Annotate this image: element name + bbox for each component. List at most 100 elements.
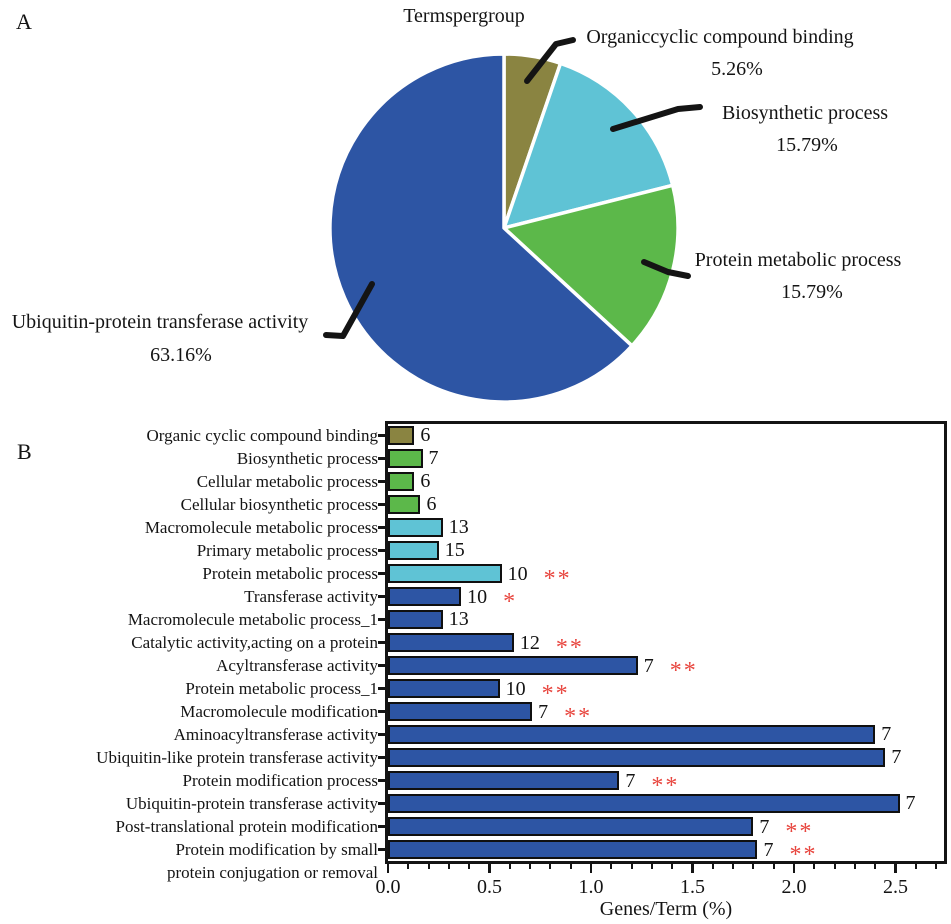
bar bbox=[388, 679, 500, 698]
bar bbox=[388, 702, 533, 721]
bar bbox=[388, 564, 502, 583]
bar bbox=[388, 518, 443, 537]
bar-value: 7 bbox=[625, 770, 636, 792]
significance-marker: ** bbox=[785, 819, 814, 845]
significance-marker: ** bbox=[543, 566, 572, 592]
x-axis-minor-tick bbox=[732, 864, 735, 869]
y-axis-tick bbox=[378, 779, 385, 782]
bar-category-label: Organic cyclic compound binding bbox=[146, 426, 379, 445]
y-axis-tick bbox=[378, 687, 385, 690]
bar-category-label: Acyltransferase activity bbox=[216, 656, 378, 675]
significance-marker: * bbox=[503, 589, 518, 615]
x-axis-minor-tick bbox=[650, 864, 653, 869]
bar-category-label: Protein metabolic process bbox=[202, 564, 378, 583]
bar-value-group: 13 bbox=[449, 608, 469, 630]
bar-category-label: Macromolecule modification bbox=[180, 702, 378, 721]
bar bbox=[388, 817, 754, 836]
significance-marker: ** bbox=[541, 681, 570, 707]
bar-value-group: 7 bbox=[429, 447, 439, 469]
x-axis-major-tick bbox=[691, 864, 694, 873]
bar-category-label: Post-translational protein modification bbox=[115, 817, 378, 836]
bar-value: 10 bbox=[507, 563, 528, 585]
y-axis-tick bbox=[378, 480, 385, 483]
bar bbox=[388, 495, 421, 514]
x-axis-minor-tick bbox=[752, 864, 755, 869]
bar-value: 10 bbox=[505, 678, 526, 700]
pie-leader-line-2 bbox=[641, 259, 691, 279]
bar-category-label: Ubiquitin-protein transferase activity bbox=[125, 794, 378, 813]
pie-slice-pct-3: 63.16% bbox=[150, 344, 212, 366]
bar-value: 6 bbox=[420, 470, 431, 492]
y-axis-tick bbox=[378, 733, 385, 736]
x-axis-major-tick bbox=[488, 864, 491, 873]
y-axis-tick bbox=[378, 618, 385, 621]
bar-value-group: 10 ** bbox=[507, 562, 572, 591]
bar-value: 12 bbox=[519, 632, 540, 654]
x-axis-tick-label: 1.0 bbox=[578, 876, 604, 898]
bar bbox=[388, 541, 439, 560]
bar-value: 7 bbox=[759, 816, 770, 838]
bar-value: 6 bbox=[420, 424, 431, 446]
pie-slice-pct-0: 5.26% bbox=[711, 58, 763, 80]
x-axis-major-tick bbox=[792, 864, 796, 873]
bar bbox=[388, 748, 886, 767]
pie-slice-label-0: Organiccyclic compound binding bbox=[586, 26, 854, 48]
y-axis-tick bbox=[378, 549, 385, 552]
bar-value-group: 7 ** bbox=[538, 700, 592, 729]
x-axis-minor-tick bbox=[427, 864, 430, 869]
x-axis-minor-tick bbox=[529, 864, 532, 869]
x-axis-minor-tick bbox=[630, 864, 633, 869]
bar bbox=[388, 449, 423, 468]
bar-value-group: 7 ** bbox=[644, 654, 698, 683]
x-axis-major-tick bbox=[894, 864, 897, 873]
x-axis-minor-tick bbox=[935, 864, 938, 869]
bar-value-group: 7 ** bbox=[763, 838, 817, 867]
y-axis-tick bbox=[378, 457, 385, 460]
bar bbox=[388, 587, 462, 606]
pie-leader-line-0 bbox=[524, 37, 576, 84]
y-axis-tick bbox=[378, 756, 385, 759]
bar bbox=[388, 610, 443, 629]
x-axis-minor-tick bbox=[508, 864, 511, 869]
y-axis-tick bbox=[378, 526, 385, 529]
bar-category-label-line2: protein conjugation or removal bbox=[166, 863, 378, 882]
x-axis-minor-tick bbox=[711, 864, 714, 869]
significance-marker: ** bbox=[669, 658, 698, 684]
y-axis-tick bbox=[378, 710, 385, 713]
x-axis-major-tick bbox=[589, 864, 593, 873]
x-axis-minor-tick bbox=[772, 864, 775, 869]
significance-marker: ** bbox=[789, 842, 818, 868]
bar-value: 7 bbox=[905, 792, 916, 814]
x-axis-tick-label: 0.5 bbox=[477, 876, 502, 898]
bar-value-group: 6 bbox=[420, 470, 430, 492]
bar bbox=[388, 633, 514, 652]
bar bbox=[388, 840, 758, 859]
bar-category-label: Aminoacyltransferase activity bbox=[173, 725, 378, 744]
bar-value-group: 15 bbox=[445, 539, 465, 561]
pie-slice-label-3: Ubiquitin-protein transferase activity bbox=[11, 311, 309, 333]
bar-category-label: Macromolecule metabolic process bbox=[144, 518, 378, 537]
bar-value: 13 bbox=[448, 516, 469, 538]
pie-slice-label-1: Biosynthetic process bbox=[721, 102, 889, 124]
bar-value: 10 bbox=[467, 586, 488, 608]
bar-value: 13 bbox=[448, 608, 469, 630]
y-axis-tick bbox=[378, 572, 385, 575]
bar-value-group: 7 bbox=[891, 746, 901, 768]
y-axis-tick bbox=[378, 503, 385, 506]
bar-value: 7 bbox=[881, 723, 892, 745]
x-axis-title: Genes/Term (%) bbox=[599, 898, 733, 920]
bar-value: 7 bbox=[763, 839, 774, 861]
pie-leader-line-1 bbox=[610, 104, 703, 132]
bar-value: 6 bbox=[426, 493, 437, 515]
x-axis-minor-tick bbox=[407, 864, 410, 869]
bar-value: 7 bbox=[428, 447, 439, 469]
x-axis-minor-tick bbox=[468, 864, 471, 869]
bar-category-label: Biosynthetic process bbox=[236, 449, 378, 468]
x-axis-tick-label: 0.0 bbox=[375, 876, 401, 898]
bar bbox=[388, 656, 638, 675]
bar-value-group: 13 bbox=[449, 516, 469, 538]
bar bbox=[388, 794, 900, 813]
bar-value-group: 6 bbox=[426, 493, 436, 515]
bar-category-label: Macromolecule metabolic process_1 bbox=[127, 610, 378, 629]
